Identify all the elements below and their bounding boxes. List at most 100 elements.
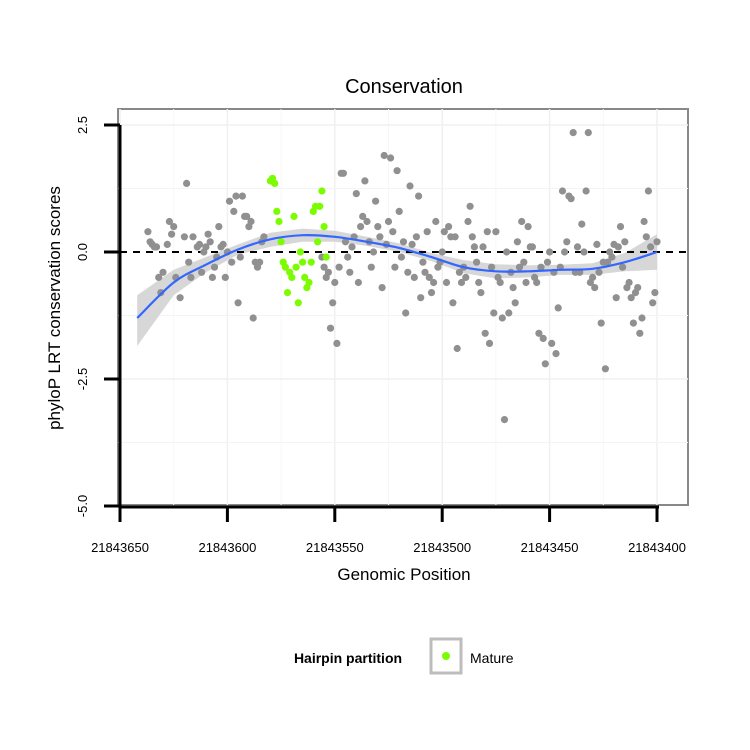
other-point — [165, 217, 173, 226]
y-axis-title: phyloP LRT conservation scores — [45, 186, 64, 430]
other-point — [595, 268, 603, 276]
other-point — [483, 228, 491, 236]
other-point — [219, 240, 227, 248]
other-point — [479, 243, 487, 251]
other-point — [647, 243, 655, 251]
other-point — [475, 278, 483, 287]
other-point — [621, 238, 629, 246]
other-point — [320, 263, 328, 271]
other-point — [455, 268, 463, 276]
other-point — [425, 273, 433, 281]
other-point — [412, 233, 420, 241]
mature-point — [322, 253, 330, 261]
other-point — [593, 240, 601, 248]
other-point — [159, 268, 167, 276]
other-point — [406, 182, 414, 190]
other-point — [528, 243, 537, 251]
other-point — [430, 278, 438, 287]
other-point — [221, 273, 229, 281]
other-point — [440, 228, 448, 236]
other-point — [215, 223, 223, 231]
y-tick-label: -2.5 — [75, 368, 90, 390]
other-point — [210, 263, 219, 271]
mature-point — [290, 212, 298, 220]
x-tick-label: 21843600 — [198, 540, 256, 555]
other-point — [505, 309, 513, 317]
legend-mature-label: Mature — [470, 650, 514, 666]
other-point — [341, 238, 350, 246]
other-point — [389, 228, 397, 236]
other-point — [329, 299, 337, 307]
other-point — [453, 344, 461, 353]
other-point — [198, 268, 206, 276]
mature-point — [277, 238, 285, 246]
other-point — [464, 217, 472, 226]
other-point — [477, 289, 485, 297]
other-point — [155, 273, 163, 281]
other-point — [496, 278, 504, 287]
other-point — [204, 230, 212, 238]
other-point — [163, 240, 171, 248]
other-point — [228, 258, 236, 266]
other-point — [481, 329, 489, 337]
other-point — [410, 273, 418, 281]
other-point — [393, 167, 401, 175]
other-point — [243, 212, 251, 220]
mature-point — [296, 248, 304, 256]
other-point — [185, 258, 193, 266]
y-axis-ticks: 2.5 0.0 -2.5 -5.0 — [75, 116, 120, 517]
other-point — [415, 192, 423, 200]
other-point — [554, 304, 562, 312]
x-axis-title: Genomic Position — [337, 565, 470, 584]
other-point — [543, 258, 552, 266]
other-point — [642, 233, 650, 241]
other-point — [533, 278, 541, 287]
other-point — [524, 223, 532, 231]
other-point — [473, 258, 481, 266]
other-point — [384, 217, 393, 226]
other-point — [144, 228, 152, 236]
other-point — [629, 319, 638, 327]
other-point — [168, 230, 176, 238]
mature-point — [271, 179, 279, 187]
other-point — [152, 243, 161, 251]
other-point — [462, 273, 470, 281]
other-point — [236, 253, 244, 261]
other-point — [457, 278, 466, 287]
other-point — [189, 233, 197, 241]
other-point — [573, 243, 582, 251]
mature-point — [283, 289, 292, 297]
other-point — [423, 228, 431, 236]
smooth-trend-line — [136, 234, 658, 319]
other-point — [513, 238, 522, 246]
y-tick-label: 0.0 — [75, 243, 90, 261]
other-point — [619, 263, 627, 271]
other-point — [399, 238, 408, 246]
other-point — [509, 284, 517, 292]
other-point — [176, 294, 184, 302]
other-point — [378, 284, 386, 292]
chart-title: Conservation — [345, 76, 463, 98]
other-point — [653, 238, 661, 246]
other-point — [442, 278, 451, 287]
other-point — [651, 289, 659, 297]
y-tick-label: 2.5 — [75, 116, 90, 134]
other-point — [578, 220, 586, 228]
other-point — [256, 258, 264, 266]
other-point — [614, 243, 622, 251]
other-point — [561, 248, 569, 256]
other-point — [357, 223, 365, 231]
mature-point — [294, 299, 302, 307]
other-point — [363, 217, 371, 226]
other-point — [238, 192, 246, 200]
other-point — [361, 177, 369, 185]
other-point — [604, 258, 612, 266]
other-point — [335, 263, 343, 271]
gridlines — [118, 109, 688, 505]
mature-point — [281, 263, 289, 271]
other-point — [202, 243, 210, 251]
mature-point — [292, 263, 300, 271]
other-point — [490, 309, 498, 317]
other-point — [359, 212, 367, 220]
mature-point — [318, 187, 326, 195]
